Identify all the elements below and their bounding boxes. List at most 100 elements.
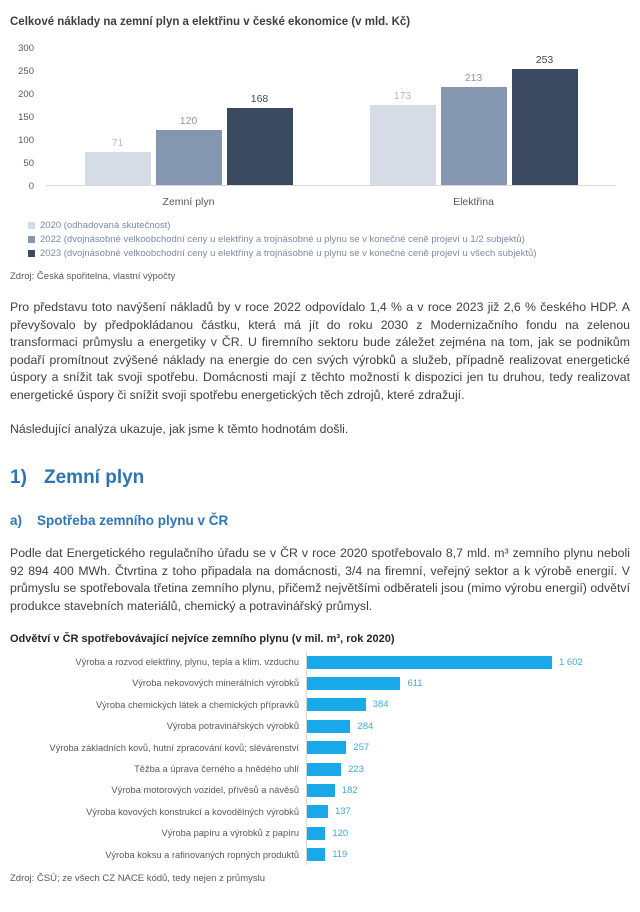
chart-gas-industries: Odvětví v ČR spotřebovávající nejvíce ze… bbox=[10, 633, 630, 884]
y-axis: 0 50 100 150 200 250 300 bbox=[10, 34, 40, 210]
subsection-letter: a) bbox=[10, 513, 23, 529]
bar-group-electricity: 173 213 253 bbox=[331, 48, 616, 185]
bar-category-label: Výroba základních kovů, hutní zpracování… bbox=[49, 742, 299, 753]
bar-track: 284 bbox=[306, 715, 630, 737]
legend-item-label: 2022 (dvojnásobné velkoobchodní ceny u e… bbox=[40, 234, 525, 245]
paragraph-gdp-comparison: Pro představu toto navýšení nákladů by v… bbox=[10, 300, 630, 402]
subsection-heading: a) Spotřeba zemního plynu v ČR bbox=[10, 513, 630, 528]
bar-group-gas: 71 120 168 bbox=[46, 48, 331, 185]
bar-row: Výroba kovových konstrukcí a kovodělných… bbox=[10, 801, 630, 823]
bar-track: 137 bbox=[306, 801, 630, 823]
x-axis-category-label: Elektřina bbox=[453, 196, 494, 208]
y-axis-tick-label: 50 bbox=[23, 157, 34, 169]
bar bbox=[307, 805, 328, 819]
bar: 71 bbox=[84, 137, 151, 185]
bar bbox=[307, 848, 326, 862]
bar-value-label: 284 bbox=[357, 720, 374, 732]
bar-value-label: 384 bbox=[372, 699, 389, 711]
chart-title: Odvětví v ČR spotřebovávající nejvíce ze… bbox=[10, 633, 395, 646]
section-title: Zemní plyn bbox=[44, 467, 145, 489]
bar-value-label: 182 bbox=[341, 784, 358, 796]
legend-item-label: 2020 (odhadovaná skutečnost) bbox=[40, 220, 171, 231]
chart-source: Zdroj: Česká spořitelna, vlastní výpočty bbox=[10, 271, 176, 282]
bar-category-label: Výroba papíru a výrobků z papíru bbox=[161, 828, 299, 839]
bar-track: 223 bbox=[306, 758, 630, 780]
column-chart-plot: 0 50 100 150 200 250 300 71 120 168 173 213 253 Zem… bbox=[10, 34, 630, 210]
bar-value-label: 119 bbox=[332, 849, 348, 861]
bar-value-label: 253 bbox=[535, 53, 554, 66]
bar-track: 384 bbox=[306, 694, 630, 716]
chart-total-costs: Celkové náklady na zemní plyn a elektřin… bbox=[10, 16, 630, 282]
bar-row: Výroba potravinářských výrobků 284 bbox=[10, 715, 630, 737]
bar-row: Výroba papíru a výrobků z papíru 120 bbox=[10, 822, 630, 844]
plot-area: 71 120 168 173 213 253 bbox=[46, 48, 616, 186]
x-axis-category-label: Zemní plyn bbox=[162, 196, 215, 208]
bar-value-label: 120 bbox=[332, 827, 349, 839]
bar-value-label: 611 bbox=[407, 677, 423, 689]
bar-value-label: 168 bbox=[250, 92, 269, 105]
bar-category-label: Výroba chemických látek a chemických pří… bbox=[95, 699, 299, 710]
legend-color-swatch bbox=[28, 250, 35, 257]
bar-row: Výroba chemických látek a chemických pří… bbox=[10, 694, 630, 716]
bar-track: 611 bbox=[306, 672, 630, 695]
legend-item: 2022 (dvojnásobné velkoobchodní ceny u e… bbox=[28, 234, 630, 245]
paragraph-gas-consumption: Podle dat Energetického regulačního úřad… bbox=[10, 546, 630, 613]
bar-track: 120 bbox=[306, 822, 630, 844]
bar-value-label: 173 bbox=[393, 90, 412, 103]
bar bbox=[307, 826, 326, 840]
bar: 213 bbox=[440, 72, 507, 185]
bar bbox=[307, 676, 401, 690]
bar-track: 257 bbox=[306, 736, 630, 759]
y-axis-tick-label: 150 bbox=[18, 111, 34, 123]
bar-category-label: Výroba koksu a rafinovaných ropných prod… bbox=[105, 849, 299, 860]
chart-title: Celkové náklady na zemní plyn a elektřin… bbox=[10, 16, 411, 28]
bar bbox=[307, 719, 351, 733]
bar: 168 bbox=[226, 93, 293, 185]
bar-category-label: Těžba a úprava černého a hnědého uhlí bbox=[134, 764, 299, 774]
paragraph-analysis-intro: Následující analýza ukazuje, jak jsme k … bbox=[10, 422, 349, 437]
x-axis-category-labels: Zemní plyn Elektřina bbox=[46, 190, 616, 210]
legend-item: 2023 (dvojnásobné velkoobchodní ceny u e… bbox=[28, 248, 630, 259]
bar-row: Těžba a úprava černého a hnědého uhlí 223 bbox=[10, 758, 630, 780]
bar-value-label: 1 602 bbox=[559, 656, 583, 668]
bar-row: Výroba koksu a rafinovaných ropných prod… bbox=[10, 843, 630, 866]
legend-item-label: 2023 (dvojnásobné velkoobchodní ceny u e… bbox=[40, 248, 537, 259]
bar bbox=[307, 741, 347, 755]
bar: 173 bbox=[369, 90, 436, 185]
chart-source: Zdroj: ČSÚ; ze všech CZ NACE kódů, tedy … bbox=[10, 873, 266, 885]
section-heading: 1) Zemní plyn bbox=[10, 467, 630, 489]
bar-value-label: 71 bbox=[111, 137, 124, 150]
bar-category-label: Výroba nekovových minerálních výrobků bbox=[132, 678, 299, 689]
bar-track: 119 bbox=[306, 843, 630, 866]
bar-row: Výroba motorových vozidel, přívěsů a náv… bbox=[10, 779, 630, 802]
chart-legend: 2020 (odhadovaná skutečnost) 2022 (dvojná… bbox=[28, 220, 630, 259]
bar-value-label: 257 bbox=[353, 742, 370, 754]
bar-track: 1 602 bbox=[306, 651, 630, 673]
y-axis-tick-label: 100 bbox=[18, 134, 34, 146]
bar-value-label: 137 bbox=[334, 806, 351, 818]
legend-item: 2020 (odhadovaná skutečnost) bbox=[28, 220, 630, 231]
bar-chart-rows: Výroba a rozvod elektřiny, plynu, tepla … bbox=[10, 651, 630, 866]
bar-row: Výroba základních kovů, hutní zpracování… bbox=[10, 736, 630, 759]
bar-row: Výroba a rozvod elektřiny, plynu, tepla … bbox=[10, 651, 630, 673]
bar-row: Výroba nekovových minerálních výrobků 611 bbox=[10, 672, 630, 695]
bar-track: 182 bbox=[306, 779, 630, 802]
bar-category-label: Výroba potravinářských výrobků bbox=[166, 721, 299, 732]
bar bbox=[307, 762, 342, 776]
legend-color-swatch bbox=[28, 236, 35, 243]
y-axis-tick-label: 250 bbox=[18, 65, 34, 77]
y-axis-tick-label: 300 bbox=[18, 42, 34, 54]
bar-value-label: 120 bbox=[179, 114, 198, 127]
bar-category-label: Výroba motorových vozidel, přívěsů a náv… bbox=[111, 785, 299, 796]
bar bbox=[307, 783, 335, 797]
bar-category-label: Výroba kovových konstrukcí a kovodělných… bbox=[86, 806, 299, 817]
bar: 120 bbox=[155, 115, 222, 185]
y-axis-tick-label: 0 bbox=[28, 180, 34, 192]
bar bbox=[307, 698, 366, 712]
section-number: 1) bbox=[10, 467, 27, 489]
bar-category-label: Výroba a rozvod elektřiny, plynu, tepla … bbox=[75, 657, 299, 668]
legend-color-swatch bbox=[28, 222, 35, 229]
bar-value-label: 223 bbox=[348, 763, 364, 775]
bar: 253 bbox=[511, 54, 578, 185]
